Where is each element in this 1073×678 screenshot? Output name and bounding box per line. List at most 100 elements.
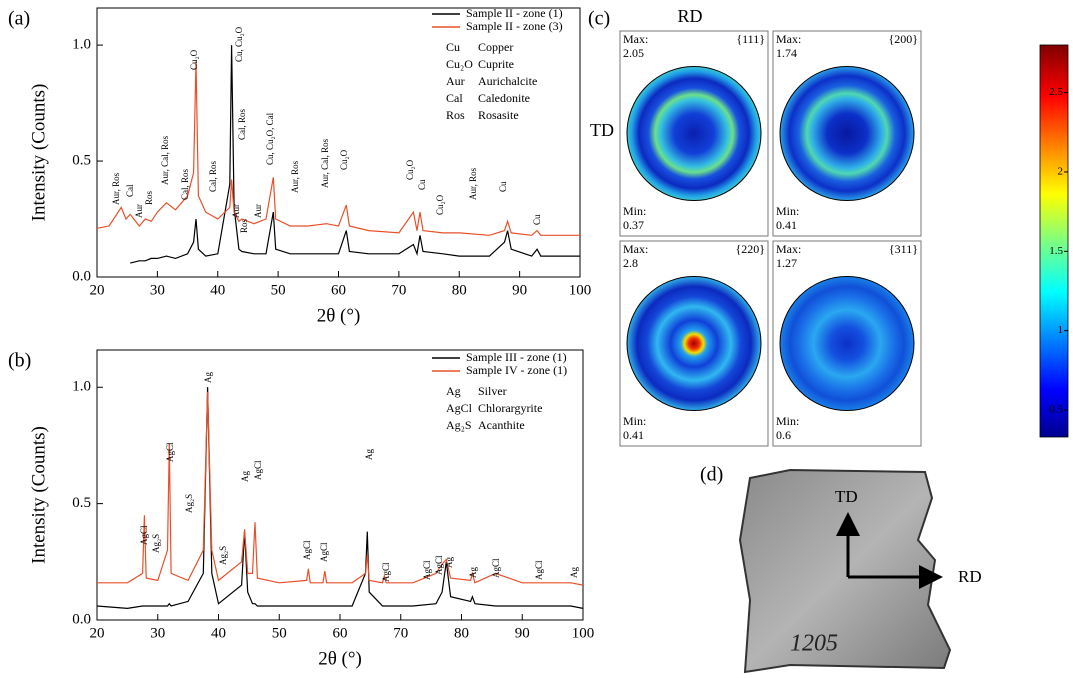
x-axis-label: 2θ (°)	[318, 648, 362, 669]
peak-annotation: AgCl	[434, 555, 444, 575]
key-symbol: Cu₂O	[446, 57, 473, 71]
y-tick-label: 1.0	[72, 379, 91, 395]
peak-annotation: Cu₂O	[339, 149, 349, 170]
peak-annotation: Ros	[239, 218, 249, 233]
y-tick-label: 1.0	[72, 37, 91, 53]
peak-annotation: Aur	[253, 204, 263, 218]
max-value: 1.27	[776, 256, 797, 270]
colorbar-tick-label: 2.5	[1049, 86, 1063, 98]
x-tick-label: 80	[454, 625, 469, 641]
plane-label: {111}	[736, 32, 765, 46]
legend-label: Sample III - zone (1)	[466, 350, 567, 364]
min-label: Min:	[623, 204, 646, 218]
peak-annotation: AgCl	[534, 560, 544, 580]
peak-annotation: Cal, Ros	[180, 168, 190, 200]
peak-annotation: Cu₂O	[405, 159, 415, 180]
td-label: TD	[835, 487, 858, 506]
peak-annotation: Ag₂S	[151, 534, 161, 553]
legend-label: Sample IV - zone (1)	[466, 363, 567, 377]
sample-photo	[738, 468, 952, 674]
key-name: Acanthite	[478, 418, 525, 432]
peak-annotation: AgCl	[165, 442, 175, 462]
x-axis-label: 2θ (°)	[317, 305, 361, 326]
plane-label: {200}	[888, 32, 918, 46]
key-name: Aurichalcite	[478, 74, 537, 88]
pole-figure	[626, 66, 762, 201]
colorbar-tick-label: 1	[1058, 324, 1064, 336]
peak-annotation: Ag₂S	[184, 494, 194, 513]
peak-annotation: Cal, Ros	[237, 108, 247, 140]
min-label: Min:	[776, 414, 799, 428]
peak-annotation: Ag	[569, 567, 579, 578]
y-tick-label: 0.0	[72, 268, 91, 284]
x-tick-label: 100	[569, 282, 592, 298]
colorbar	[1039, 44, 1069, 438]
x-tick-label: 20	[90, 625, 105, 641]
x-tick-label: 70	[391, 282, 406, 298]
y-tick-label: 0.5	[72, 152, 91, 168]
peak-annotation: Aur, Cal, Ros	[160, 135, 170, 185]
key-name: Chlorargyrite	[478, 401, 542, 415]
key-name: Caledonite	[478, 91, 530, 105]
panel-label: (b)	[8, 350, 31, 372]
panel-label: (d)	[700, 464, 723, 486]
peak-annotation: Cu	[498, 181, 508, 192]
peak-annotation: Cu	[417, 179, 427, 190]
peak-annotation: Ros	[144, 190, 154, 205]
x-tick-label: 100	[572, 625, 595, 641]
peak-annotation: Cu₂O	[435, 194, 445, 215]
td-label: TD	[590, 120, 614, 140]
peak-annotation: Aur	[134, 204, 144, 218]
peak-annotation: Cu, Cu₂O	[234, 26, 244, 62]
peak-annotation: AgCl	[139, 525, 149, 545]
peak-annotation: Aur	[231, 204, 241, 218]
peak-annotation: Aur, Ros	[290, 160, 300, 193]
peak-annotation: Aur, Ros	[468, 167, 478, 200]
x-tick-label: 70	[393, 625, 408, 641]
peak-annotation: Ag	[444, 557, 454, 568]
max-label: Max:	[776, 242, 801, 256]
peak-annotation: Ag	[468, 567, 478, 578]
max-value: 2.05	[623, 46, 644, 60]
peak-annotation: Cal, Ros	[208, 160, 218, 192]
key-symbol: AgCl	[446, 401, 473, 415]
key-symbol: Aur	[446, 74, 465, 88]
key-name: Rosasite	[478, 108, 519, 122]
min-label: Min:	[623, 414, 646, 428]
key-name: Silver	[478, 384, 507, 398]
x-tick-label: 90	[515, 625, 530, 641]
panel-label: (c)	[588, 8, 610, 30]
x-tick-label: 50	[271, 282, 286, 298]
colorbar-tick-label: 0.5	[1049, 404, 1063, 416]
peak-annotation: AgCl	[491, 558, 501, 578]
rd-label: RD	[958, 567, 982, 586]
key-name: Cuprite	[478, 57, 514, 71]
peak-annotation: Ag	[364, 449, 374, 460]
min-value: 0.41	[623, 428, 644, 442]
peak-annotation: AgCl	[253, 460, 263, 480]
y-tick-label: 0.5	[72, 495, 91, 511]
min-value: 0.37	[623, 218, 644, 232]
legend-label: Sample II - zone (3)	[466, 19, 563, 33]
x-tick-label: 20	[90, 282, 105, 298]
x-tick-label: 80	[452, 282, 467, 298]
peak-annotation: AgCl	[381, 562, 391, 582]
peak-annotation: AgCl	[302, 540, 312, 560]
x-tick-label: 60	[331, 282, 346, 298]
peak-annotation: Cal	[125, 184, 135, 197]
min-label: Min:	[776, 204, 799, 218]
peak-annotation: Ag	[240, 471, 250, 482]
plane-label: {311}	[889, 242, 918, 256]
panel-label: (a)	[8, 8, 30, 30]
peak-annotation: Ag₂S	[218, 546, 228, 565]
key-symbol: Ag	[446, 384, 461, 398]
pole-figure	[626, 276, 762, 411]
x-tick-label: 60	[333, 625, 348, 641]
peak-annotation: Aur, Cal, Ros	[320, 138, 330, 188]
peak-annotation: AgCl	[422, 560, 432, 580]
rd-label: RD	[677, 6, 702, 26]
peak-annotation: Cu	[532, 214, 542, 225]
colorbar-tick-label: 1.5	[1049, 245, 1063, 257]
key-name: Copper	[478, 40, 513, 54]
